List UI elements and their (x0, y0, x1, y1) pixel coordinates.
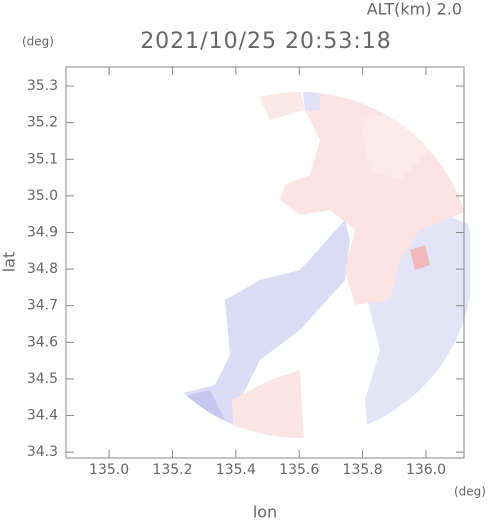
plot-frame (65, 66, 465, 459)
y-tick-label: 35.3 (27, 78, 58, 94)
altitude-label: ALT(km) 2.0 (367, 0, 462, 19)
x-axis-label: lon (253, 503, 277, 521)
y-tick-label: 34.8 (27, 261, 58, 277)
y-tick-label: 35.0 (27, 188, 58, 204)
y-tick-label: 34.7 (27, 298, 58, 314)
y-tick-label: 35.1 (27, 151, 58, 167)
y-tick-label: 35.2 (27, 115, 58, 131)
y-tick-label: 34.6 (27, 334, 58, 350)
x-tick-label: 135.8 (343, 462, 383, 478)
radar-field (160, 92, 470, 438)
x-tick-label: 135.4 (216, 462, 256, 478)
y-tick-label: 34.9 (27, 224, 58, 240)
y-axis-label: lat (0, 252, 19, 273)
y-tick-label: 34.4 (27, 408, 58, 424)
y-tick-label: 34.3 (27, 444, 58, 460)
x-tick-label: 135.2 (152, 462, 192, 478)
y-tick-label: 34.5 (27, 371, 58, 387)
x-unit: (deg) (454, 485, 486, 499)
x-tick-label: 135.6 (279, 462, 319, 478)
x-tick-label: 135.0 (89, 462, 129, 478)
chart-title: 2021/10/25 20:53:18 (140, 29, 392, 54)
y-unit: (deg) (22, 35, 54, 49)
x-tick-label: 136.0 (406, 462, 446, 478)
